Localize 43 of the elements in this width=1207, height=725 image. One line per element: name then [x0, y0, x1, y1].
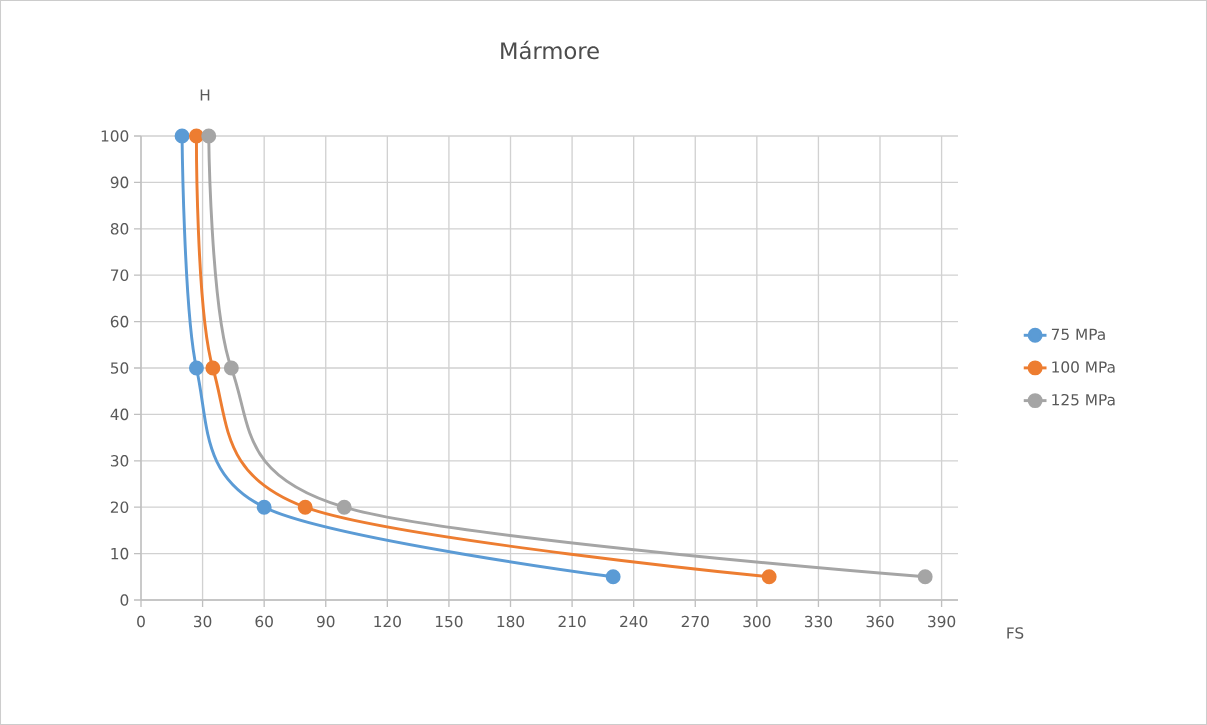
y-tick-label: 60 [110, 315, 129, 328]
y-tick-label: 100 [101, 130, 129, 142]
y-tick-label: 10 [111, 547, 129, 560]
legend-label: 125 MPa [1052, 393, 1115, 406]
point [205, 360, 221, 376]
legend-label: 100 MPa [1052, 361, 1115, 373]
y-tick-label: 30 [110, 455, 129, 467]
point [201, 128, 217, 144]
x-tick-label: 120 [374, 615, 401, 628]
x-tick-label: 270 [681, 615, 709, 628]
y-tick-label: 20 [110, 501, 129, 513]
point [256, 499, 272, 515]
x-tick-label: 60 [255, 615, 273, 628]
x-tick-label: 90 [316, 615, 335, 628]
point [917, 569, 933, 585]
x-tick-label: 210 [558, 615, 586, 628]
point [188, 360, 204, 376]
y-tick-label: 0 [120, 594, 129, 606]
x-tick-label: 360 [866, 615, 894, 628]
x-tick-label: 150 [435, 615, 463, 628]
y-tick-label: 90 [110, 176, 129, 189]
point [174, 128, 190, 144]
legend-label: 75 MPa [1051, 328, 1105, 341]
x-axis-title: FS [1007, 627, 1024, 639]
point [297, 499, 313, 515]
x-tick-label: 180 [497, 615, 525, 628]
point [605, 569, 621, 585]
y-tick-label: 80 [110, 223, 129, 235]
x-tick-label: 330 [804, 615, 833, 628]
y-axis-title: H [200, 89, 210, 101]
x-tick-label: 0 [137, 615, 145, 628]
point [761, 569, 777, 585]
point [188, 128, 204, 144]
y-tick-label: 50 [110, 362, 129, 374]
x-tick-label: 240 [620, 615, 648, 628]
x-tick-label: 30 [194, 615, 212, 628]
point [223, 360, 239, 376]
x-tick-label: 390 [928, 615, 956, 628]
y-tick-label: 40 [110, 408, 129, 421]
x-tick-label: 300 [743, 615, 771, 628]
chart-title: Mármore [501, 40, 599, 60]
point [336, 499, 352, 515]
y-tick-label: 70 [111, 269, 129, 281]
